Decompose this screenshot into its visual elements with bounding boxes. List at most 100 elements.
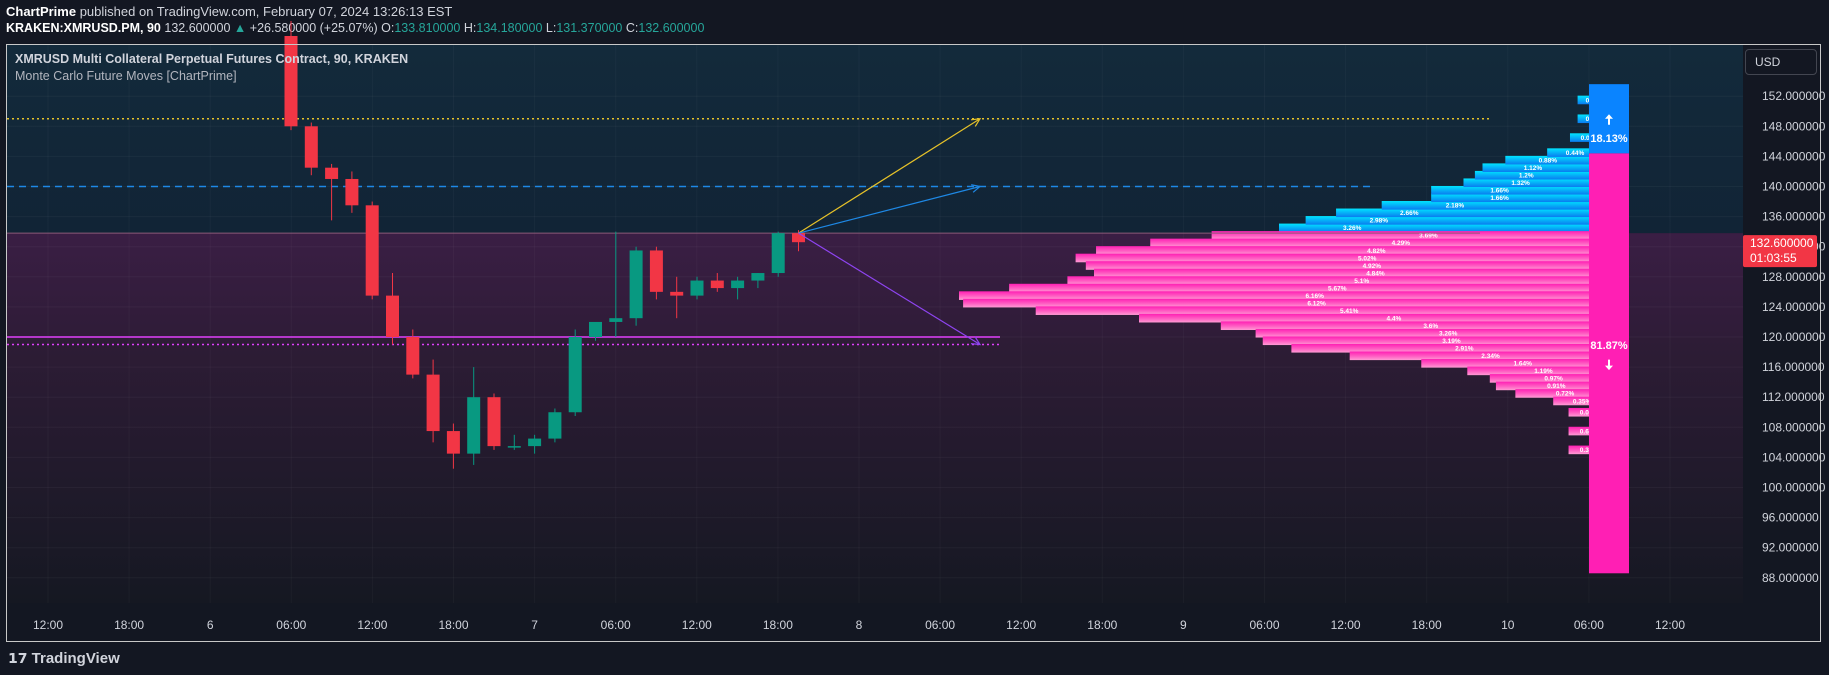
down-distribution-label: 0.91%: [1547, 383, 1566, 390]
candle-body: [792, 233, 805, 243]
down-distribution-bar: [959, 291, 1589, 300]
currency-button[interactable]: USD: [1745, 49, 1817, 75]
candle-body: [771, 233, 785, 274]
candle: [731, 276, 745, 300]
up-distribution-bar: [1431, 185, 1589, 195]
candle: [467, 367, 481, 465]
time-tick-label: 9: [1180, 618, 1187, 632]
projection-arrowhead: [971, 184, 982, 193]
time-tick-label: 10: [1501, 618, 1515, 632]
time-tick-label: 12:00: [1006, 618, 1036, 632]
time-tick-label: 18:00: [114, 618, 144, 632]
down-distribution-label: 4.29%: [1392, 240, 1411, 247]
down-distribution-label: 4.92%: [1363, 263, 1382, 270]
candle-body: [731, 280, 745, 289]
up-distribution-bar: [1547, 148, 1589, 157]
tradingview-logo[interactable]: 𝟭𝟳 TradingView: [8, 650, 120, 667]
up-arrow-icon: [1605, 114, 1613, 125]
up-distribution-bar: [1463, 178, 1589, 188]
up-distribution-label: 0.88%: [1539, 157, 1558, 164]
candle: [426, 359, 440, 443]
down-distribution-bar: [1495, 381, 1589, 391]
down-distribution-label: 4.4%: [1387, 315, 1402, 322]
footer: [0, 642, 1829, 675]
open-value: 133.810000: [394, 21, 461, 35]
up-distribution-bar: [1577, 114, 1589, 124]
up-distribution-bar: [1505, 155, 1589, 165]
time-tick-label: 8: [856, 618, 863, 632]
down-distribution-bar: [1067, 276, 1589, 285]
low-label: L:: [545, 21, 557, 35]
candle-body: [487, 397, 501, 447]
symbol-label[interactable]: KRAKEN:XMRUSD.PM, 90: [6, 21, 161, 35]
candle: [751, 273, 765, 289]
candle-body: [528, 438, 542, 447]
up-distribution-label: 3.26%: [1343, 225, 1362, 232]
price-tick-label: 108.000000: [1762, 420, 1826, 434]
high-value: 134.180000: [476, 21, 543, 35]
candle: [670, 276, 684, 319]
candle-body: [284, 36, 298, 127]
close-label: C:: [625, 21, 639, 35]
down-distribution-label: 1.64%: [1514, 361, 1533, 368]
down-distribution-bar: [963, 298, 1589, 308]
down-distribution-label: 5.67%: [1328, 285, 1347, 292]
up-distribution-bar: [1336, 208, 1589, 218]
lower-zone: [7, 337, 1743, 603]
projection-arrowhead: [970, 336, 982, 346]
time-tick-label: 12:00: [33, 618, 63, 632]
current-price-tag: [1743, 235, 1817, 268]
down-distribution-label: 2.34%: [1481, 353, 1500, 360]
down-distribution-label: 0.97%: [1544, 376, 1563, 383]
candle-body: [406, 337, 420, 375]
down-distribution-label: 5.41%: [1340, 308, 1359, 315]
change-up-icon: ▲: [233, 21, 247, 35]
candle-body: [609, 318, 623, 322]
up-probability-label: 18.13%: [1590, 133, 1628, 145]
projection-line: [798, 118, 981, 234]
candle: [609, 231, 623, 337]
candle-body: [325, 167, 339, 179]
down-distribution-label: 3.6%: [1423, 323, 1438, 330]
time-tick-label: 06:00: [1574, 618, 1604, 632]
candle-body: [548, 412, 562, 439]
time-tick-label: 12:00: [1655, 618, 1685, 632]
down-arrow-icon: [1605, 359, 1613, 371]
distribution-histogram: 3.26%2.98%2.66%2.18%1.66%1.66%1.32%1.2%1…: [959, 95, 1604, 455]
down-distribution-bar: [1150, 238, 1589, 248]
down-distribution-label: 6.12%: [1307, 300, 1326, 307]
candle-body: [304, 126, 318, 168]
publisher-name[interactable]: ChartPrime: [6, 4, 77, 19]
candle-body: [365, 205, 379, 296]
down-distribution-label: 5.02%: [1358, 255, 1377, 262]
price-tick-label: 144.000000: [1762, 149, 1826, 163]
candle: [365, 201, 379, 300]
candle-body: [629, 250, 643, 319]
price-tick-label: 128.000000: [1762, 270, 1826, 284]
candle-body: [690, 280, 704, 296]
candle-body: [446, 431, 460, 454]
chart-title[interactable]: XMRUSD Multi Collateral Perpetual Future…: [15, 52, 409, 66]
down-distribution-bar: [1553, 396, 1589, 406]
down-distribution-label: 4.84%: [1366, 270, 1385, 277]
candle: [487, 393, 501, 450]
projection-line: [798, 185, 981, 234]
price-tick-label: 92.000000: [1762, 541, 1819, 555]
candle-body: [710, 280, 724, 289]
price-tick-label: 100.000000: [1762, 481, 1826, 495]
price-tick-label: 104.000000: [1762, 450, 1826, 464]
close-value: 132.600000: [638, 21, 705, 35]
candle: [284, 20, 298, 131]
down-distribution-bar: [1291, 343, 1589, 353]
down-distribution-bar: [1094, 268, 1589, 278]
candle: [548, 408, 562, 443]
high-label: H:: [463, 21, 477, 35]
tradingview-logo-icon: 𝟭𝟳: [8, 650, 28, 666]
down-distribution-label: 2.91%: [1455, 346, 1474, 353]
indicator-title[interactable]: Monte Carlo Future Moves [ChartPrime]: [15, 69, 237, 83]
candle: [304, 122, 318, 176]
change-value: +26.580000 (+25.07%): [249, 21, 378, 35]
candle-body: [568, 337, 582, 413]
up-distribution-bar: [1577, 95, 1589, 105]
